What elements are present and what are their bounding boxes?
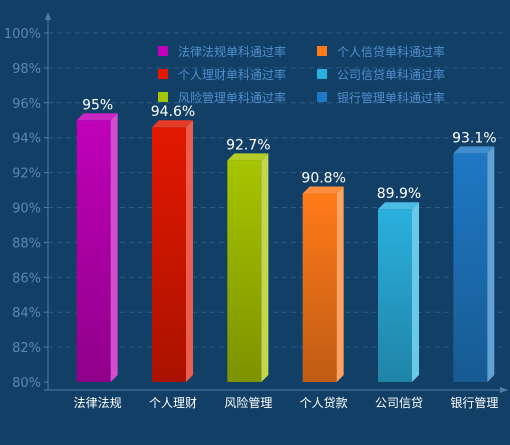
legend-swatch xyxy=(158,69,168,79)
y-tick-label: 82% xyxy=(12,341,41,356)
bar-front xyxy=(152,127,186,382)
y-tick-label: 84% xyxy=(12,306,41,321)
y-axis-arrow xyxy=(45,12,51,20)
y-tick-label: 98% xyxy=(12,62,41,77)
x-category-label: 法律法规 xyxy=(74,395,122,410)
y-tick-label: 88% xyxy=(12,236,41,251)
legend-label: 公司信贷单科通过率 xyxy=(337,67,445,82)
data-label: 94.6% xyxy=(151,104,195,120)
bar-side xyxy=(110,113,118,382)
bar-side xyxy=(412,202,419,382)
y-tick-label: 86% xyxy=(12,271,41,286)
x-category-label: 风险管理 xyxy=(224,395,272,410)
grid-lines xyxy=(48,32,505,348)
y-tick-label: 96% xyxy=(12,97,41,112)
bar-front xyxy=(453,153,488,382)
data-label: 92.7% xyxy=(226,137,270,153)
bar-top xyxy=(152,120,193,128)
bar-top xyxy=(227,153,269,161)
y-tick-label: 92% xyxy=(12,167,41,182)
legend-label: 个人信贷单科通过率 xyxy=(337,44,445,59)
legend-swatch xyxy=(158,92,168,102)
x-axis-arrow xyxy=(500,387,508,393)
legend-label: 法律法规单科通过率 xyxy=(178,44,286,59)
data-label: 90.8% xyxy=(301,171,345,187)
bar-front xyxy=(227,160,262,382)
bar-front xyxy=(302,193,337,382)
legend-swatch xyxy=(317,92,327,102)
y-axis-ticks: 80% 82% 84% 86% 88% 90% 92% 94% 96% 98% 100% xyxy=(4,27,48,391)
data-labels: 95% 94.6% 92.7% 90.8% 89.9% 93.1% xyxy=(82,97,496,202)
y-tick-label: 80% xyxy=(12,376,41,391)
x-category-label: 银行管理 xyxy=(450,395,498,410)
bar-side xyxy=(336,186,344,382)
x-category-label: 个人贷款 xyxy=(300,396,348,410)
data-label: 95% xyxy=(82,97,113,113)
bar-top xyxy=(453,146,495,154)
legend-swatch xyxy=(317,69,327,79)
y-tick-label: 100% xyxy=(4,27,41,42)
bar-side xyxy=(261,153,269,382)
y-tick-label: 94% xyxy=(12,132,41,147)
legend-swatch xyxy=(158,46,168,56)
legend-label: 风险管理单科通过率 xyxy=(178,90,286,105)
legend-label: 银行管理单科通过率 xyxy=(337,90,445,105)
legend-label: 个人理财单科通过率 xyxy=(178,67,286,82)
bar-top xyxy=(76,113,118,121)
x-category-label: 公司信贷 xyxy=(375,396,423,410)
bar-top xyxy=(378,202,419,210)
bar-front xyxy=(76,120,111,382)
bars xyxy=(76,113,495,382)
y-tick-label: 90% xyxy=(12,202,41,217)
x-category-label: 个人理财 xyxy=(149,396,197,410)
data-label: 89.9% xyxy=(377,186,421,202)
x-axis-categories: 法律法规 个人理财 风险管理 个人贷款 公司信贷 银行管理 xyxy=(74,395,499,410)
legend-swatch xyxy=(317,46,327,56)
data-label: 93.1% xyxy=(452,130,496,146)
bar-side xyxy=(186,120,193,382)
axes xyxy=(44,12,508,393)
bar-side xyxy=(487,146,495,382)
bar-top xyxy=(302,186,344,194)
bar-front xyxy=(378,209,412,382)
